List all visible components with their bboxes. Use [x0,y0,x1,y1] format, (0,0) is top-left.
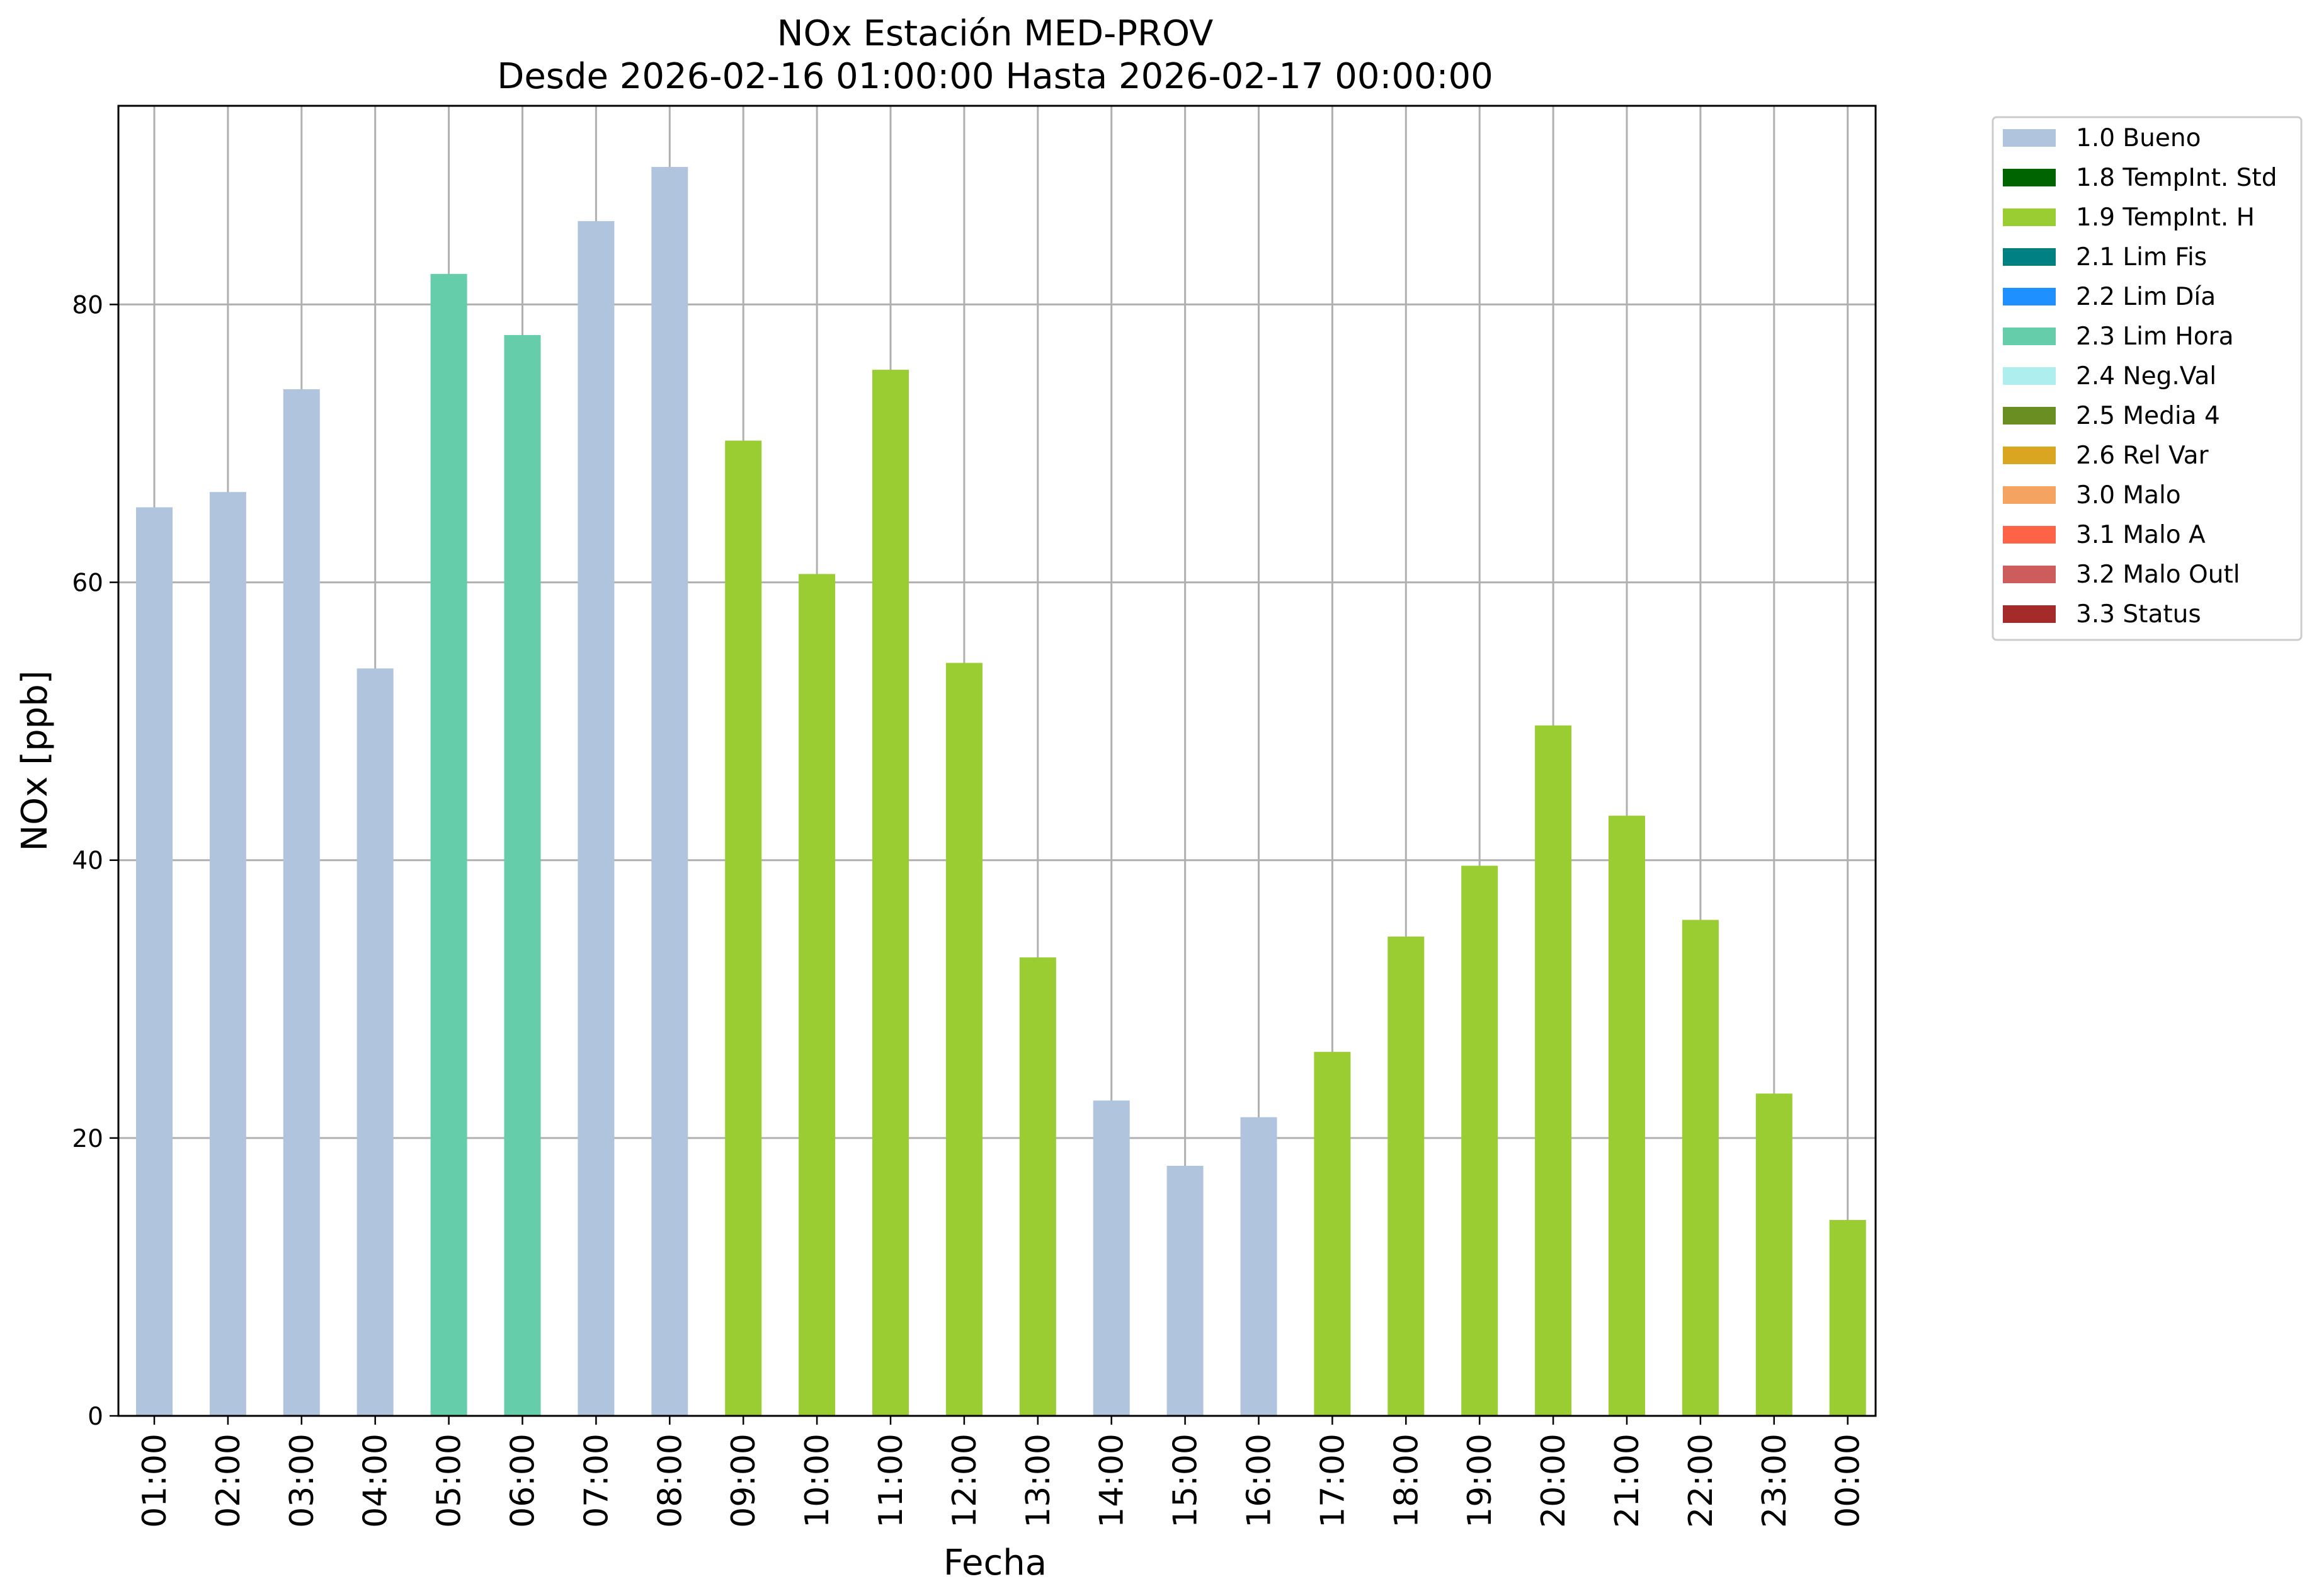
bar-0300 [283,389,320,1416]
legend-label: 1.0 Bueno [2076,124,2201,152]
bar-0900 [725,440,762,1416]
legend-swatch [2003,447,2056,464]
bar-1900 [1461,865,1498,1416]
legend-label: 2.1 Lim Fis [2076,243,2207,271]
x-tick-label: 12:00 [946,1434,984,1528]
x-tick-label: 03:00 [283,1434,321,1528]
legend-swatch [2003,169,2056,186]
legend-swatch [2003,526,2056,544]
x-tick-label: 16:00 [1241,1434,1279,1528]
bar-1600 [1240,1117,1277,1416]
legend-label: 2.4 Neg.Val [2076,362,2216,390]
legend-label: 2.5 Media 4 [2076,402,2220,430]
legend-label: 3.2 Malo Outl [2076,561,2240,589]
legend-swatch [2003,208,2056,226]
y-tick-label: 80 [72,291,103,319]
bar-2200 [1682,920,1719,1416]
y-tick-label: 20 [72,1125,103,1153]
x-tick-label: 08:00 [651,1434,689,1528]
y-tick-label: 40 [72,847,103,875]
x-tick-label: 20:00 [1535,1434,1573,1528]
x-tick-label: 01:00 [136,1434,174,1528]
legend-swatch [2003,367,2056,385]
bar-0500 [430,273,467,1416]
bar-0400 [356,668,394,1416]
bar-0200 [209,492,246,1416]
x-tick-label: 22:00 [1682,1434,1720,1528]
x-tick-label: 14:00 [1093,1434,1131,1528]
x-tick-label: 06:00 [504,1434,542,1528]
bar-1400 [1093,1100,1130,1416]
x-tick-label: 04:00 [357,1434,395,1528]
legend-label: 2.6 Rel Var [2076,442,2209,470]
x-tick-label: 19:00 [1461,1434,1499,1528]
legend-label: 3.0 Malo [2076,481,2181,510]
bar-1000 [799,574,836,1416]
legend: 1.0 Bueno 1.8 TempInt. Std 1.9 TempInt. H 2… [1991,116,2303,641]
legend-label: 3.3 Status [2076,600,2201,629]
legend-label: 1.8 TempInt. Std [2076,164,2277,192]
bars [136,167,1866,1416]
bar-1200 [945,663,983,1416]
bar-0800 [651,167,688,1416]
y-tick-label: 60 [72,569,103,598]
bar-1100 [872,370,909,1416]
x-tick-label: 02:00 [210,1434,248,1528]
x-tick-label: 21:00 [1609,1434,1646,1528]
legend-swatch [2003,605,2056,623]
x-tick-label: 07:00 [578,1434,615,1528]
legend-box [1991,116,2303,641]
plot-frame [117,105,1877,1417]
legend-swatch [2003,566,2056,583]
bar-2100 [1609,816,1645,1416]
bar-0000 [1829,1219,1866,1416]
bar-1500 [1166,1165,1204,1416]
x-tick-label: 09:00 [725,1434,763,1528]
y-tick-label: 0 [88,1403,103,1431]
x-tick-label: 15:00 [1167,1434,1205,1528]
bar-0600 [504,334,541,1416]
x-axis-label: Fecha [943,1542,1047,1583]
x-tick-label: 23:00 [1756,1434,1794,1528]
bar-1700 [1314,1052,1351,1416]
x-tick-label: 17:00 [1314,1434,1352,1528]
bar-0700 [578,221,615,1416]
bar-0100 [136,507,173,1416]
legend-swatch [2003,407,2056,425]
chart-title: NOx Estación MED-PROV [777,13,1214,54]
legend-swatch [2003,288,2056,305]
y-axis: 0 20 40 60 80 [72,291,118,1431]
chart-subtitle: Desde 2026-02-16 01:00:00 Hasta 2026-02-… [497,56,1493,97]
x-tick-label: 18:00 [1387,1434,1425,1528]
legend-label: 3.1 Malo A [2076,521,2206,549]
y-axis-label: NOx [ppb] [14,670,55,851]
bar-1800 [1387,937,1425,1416]
bar-1300 [1019,957,1056,1416]
legend-swatch [2003,248,2056,266]
legend-label: 2.3 Lim Hora [2076,322,2234,351]
x-tick-label: 00:00 [1830,1434,1867,1528]
bar-2300 [1755,1093,1792,1416]
legend-label: 1.9 TempInt. H [2076,203,2255,232]
legend-label: 2.2 Lim Día [2076,283,2216,311]
x-tick-label: 13:00 [1020,1434,1057,1528]
x-tick-label: 05:00 [431,1434,469,1528]
legend-swatch [2003,129,2056,147]
legend-swatch [2003,486,2056,504]
x-tick-label: 10:00 [799,1434,836,1528]
bar-2000 [1535,725,1572,1416]
legend-swatch [2003,328,2056,345]
x-axis: 01:00 02:00 03:00 04:00 05:00 06:00 07:00 08:00… [136,1416,1867,1528]
x-tick-label: 11:00 [872,1434,910,1528]
